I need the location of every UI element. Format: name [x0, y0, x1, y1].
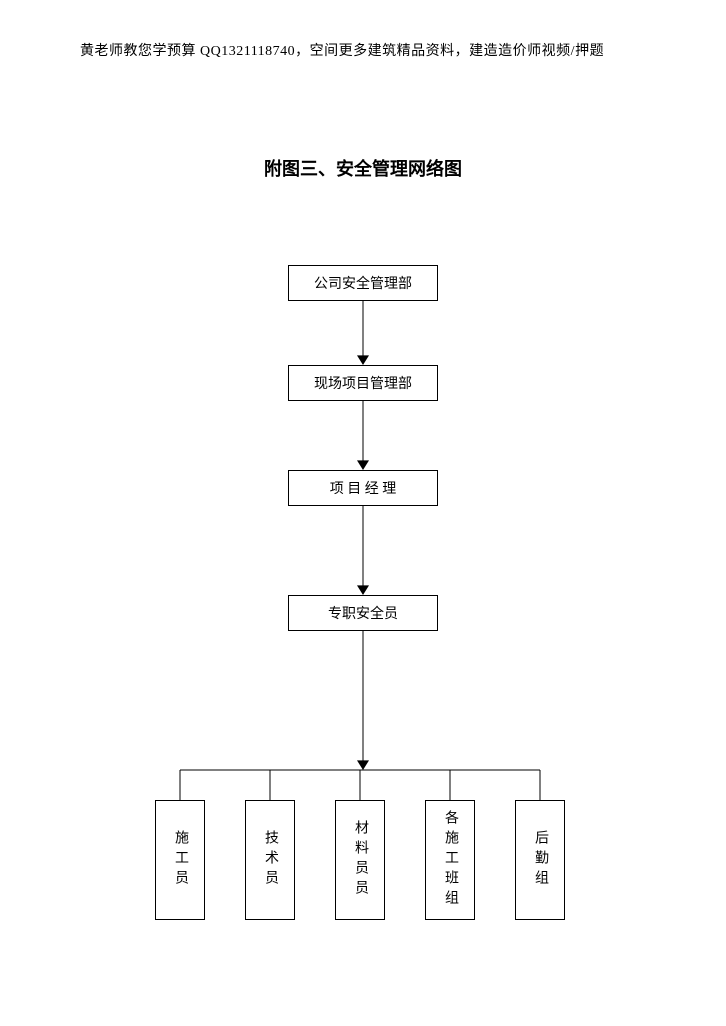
page-header-text: 黄老师教您学预算 QQ1321118740，空间更多建筑精品资料，建造造价师视频… [80, 40, 646, 60]
page: 黄老师教您学预算 QQ1321118740，空间更多建筑精品资料，建造造价师视频… [0, 0, 726, 1026]
leaf-label: 材料员员 [350, 820, 370, 900]
leaf-logistics: 后勤组 [515, 800, 565, 920]
diagram-title: 附图三、安全管理网络图 [0, 155, 726, 181]
leaf-label: 技术员 [260, 830, 280, 890]
node-label: 现场项目管理部 [314, 373, 412, 393]
leaf-tech-staff: 技术员 [245, 800, 295, 920]
leaf-label: 后勤组 [530, 830, 550, 890]
node-safety-officer: 专职安全员 [288, 595, 438, 631]
node-label: 专职安全员 [328, 603, 398, 623]
leaf-material-staff: 材料员员 [335, 800, 385, 920]
node-site-project-mgmt: 现场项目管理部 [288, 365, 438, 401]
leaf-work-teams: 各施工班组 [425, 800, 475, 920]
node-company-safety-dept: 公司安全管理部 [288, 265, 438, 301]
leaf-label: 各施工班组 [440, 810, 460, 910]
leaf-label: 施工员 [170, 830, 190, 890]
node-label: 项 目 经 理 [330, 478, 397, 498]
leaf-construction-staff: 施工员 [155, 800, 205, 920]
node-label: 公司安全管理部 [314, 273, 412, 293]
node-project-manager: 项 目 经 理 [288, 470, 438, 506]
